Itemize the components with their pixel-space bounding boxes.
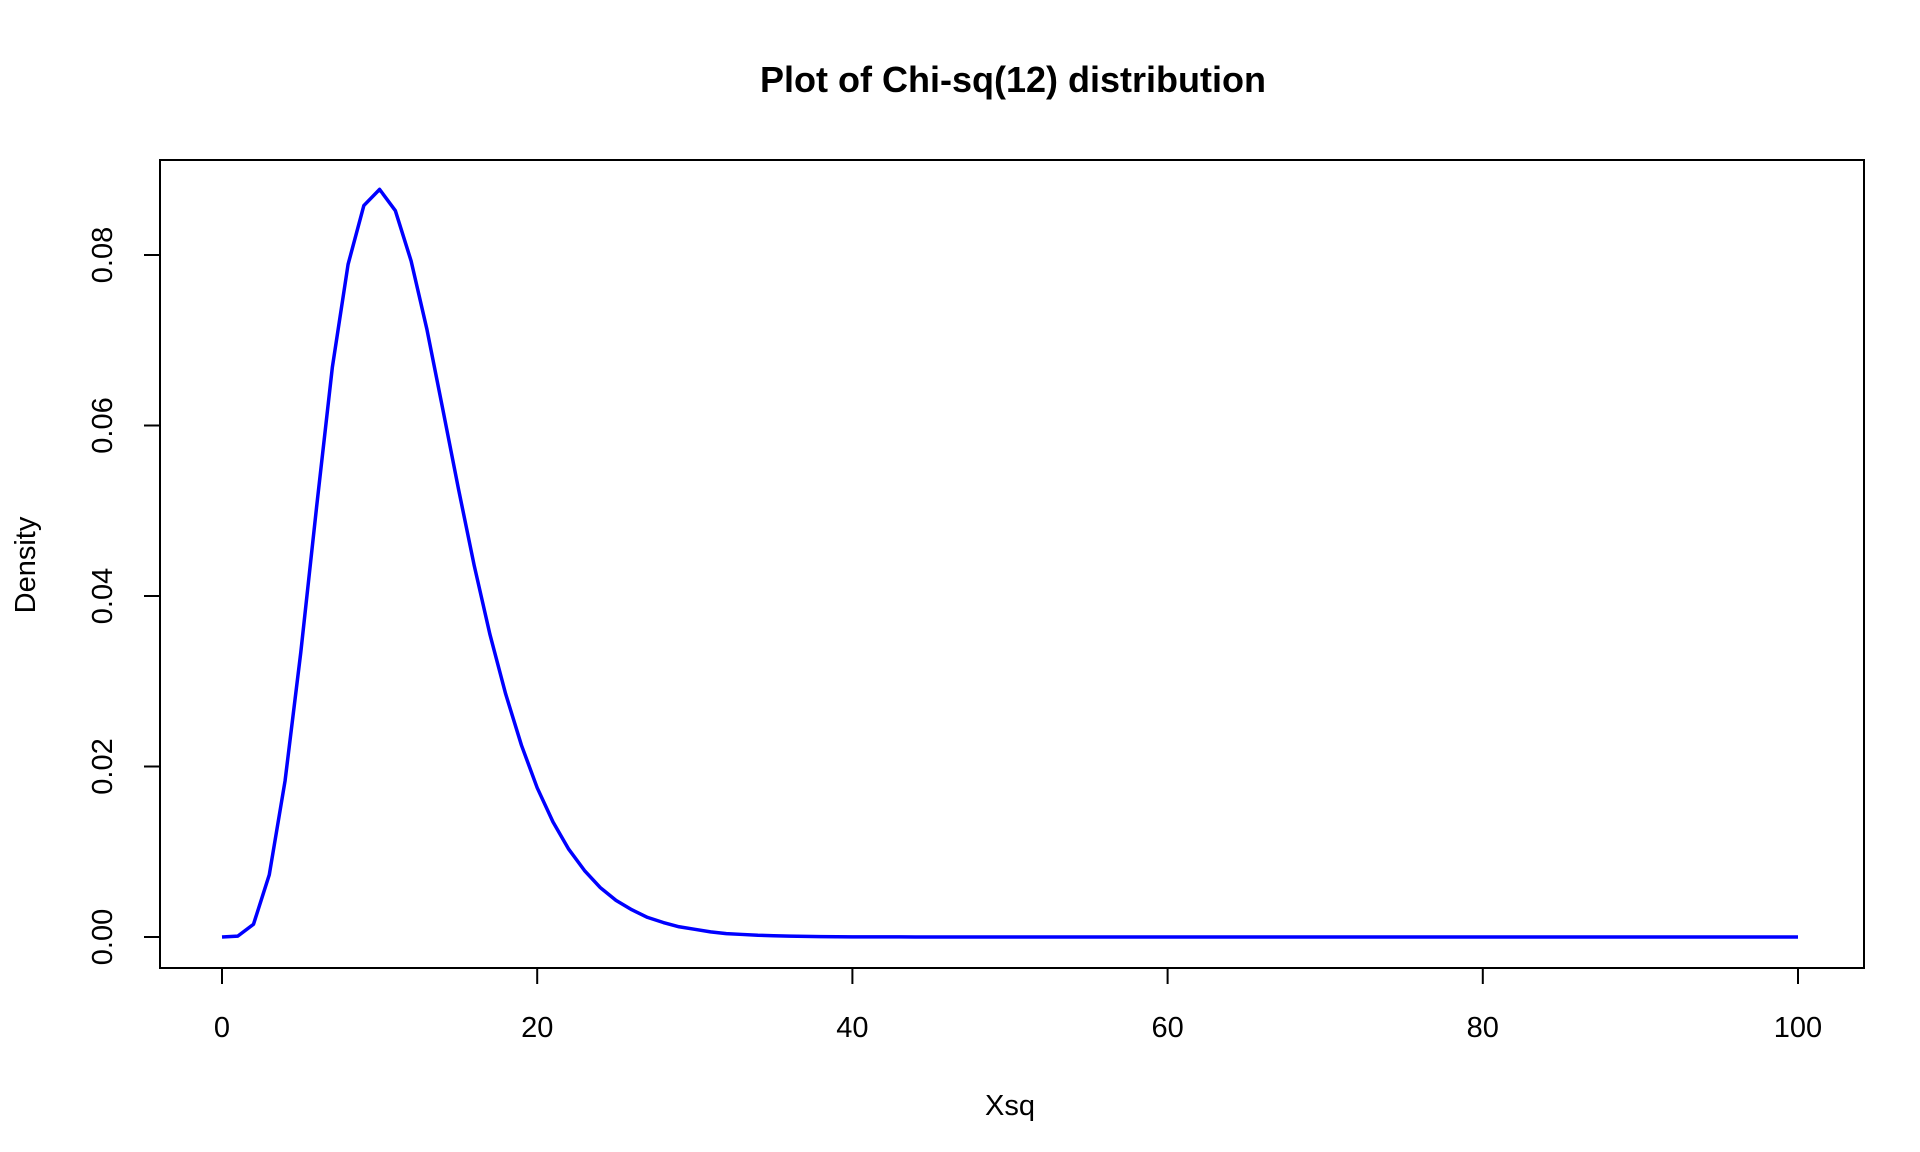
y-axis: 0.00 0.02 0.04 0.06 0.08	[87, 227, 161, 965]
x-tick-label: 100	[1774, 1012, 1822, 1044]
y-tick-label: 0.02	[87, 738, 119, 794]
x-tick-label: 60	[1151, 1012, 1183, 1044]
x-tick-label: 80	[1467, 1012, 1499, 1044]
density-line	[221, 187, 1798, 939]
y-tick-label: 0.04	[87, 568, 119, 624]
x-tick-label: 0	[214, 1012, 230, 1044]
y-tick-label: 0.00	[87, 909, 119, 965]
x-axis: 0 20 40 60 80 100	[214, 967, 1822, 1044]
x-tick-label: 20	[521, 1012, 553, 1044]
x-axis-label: Xsq	[985, 1090, 1035, 1122]
y-axis-label: Density	[10, 516, 42, 613]
y-tick-label: 0.08	[87, 227, 119, 283]
x-tick-label: 40	[836, 1012, 868, 1044]
chart-title: Plot of Chi-sq(12) distribution	[760, 59, 1266, 100]
y-tick-label: 0.06	[87, 397, 119, 453]
